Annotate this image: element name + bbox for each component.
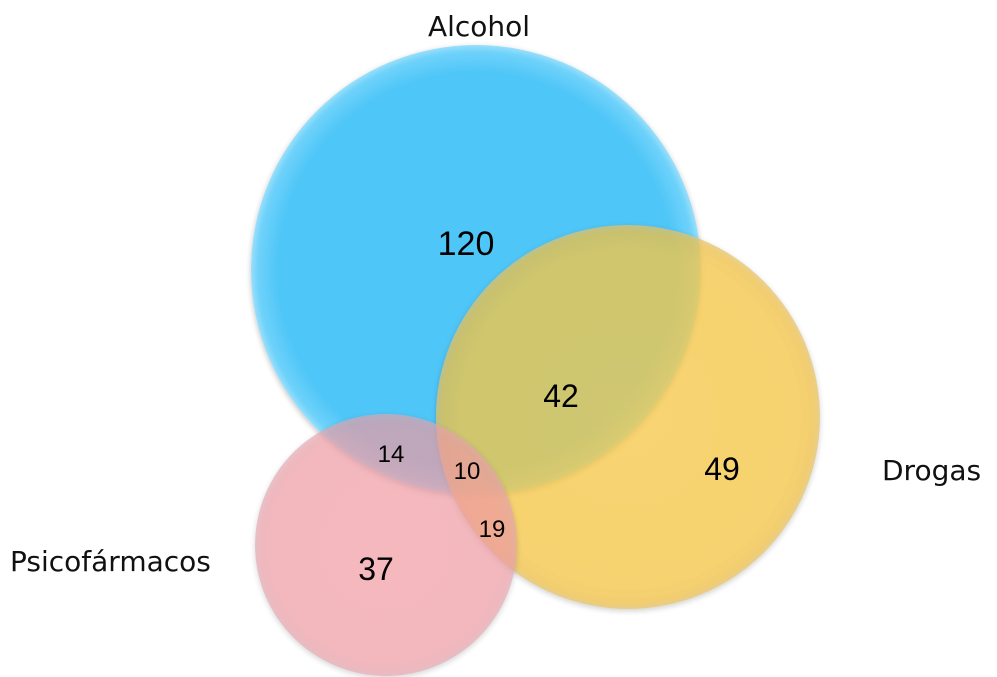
psicofarmacos-label: Psicofármacos [10, 545, 211, 578]
drogas-psicofarmacos-count: 19 [479, 516, 506, 543]
drogas-circle [436, 225, 820, 609]
alcohol-label: Alcohol [428, 10, 530, 43]
all-three-count: 10 [454, 458, 481, 485]
alcohol-psicofarmacos-count: 14 [378, 441, 405, 468]
psicofarmacos-only-count: 37 [358, 551, 394, 587]
alcohol-only-count: 120 [438, 225, 495, 263]
psicofarmacos-circle [255, 414, 517, 676]
drogas-only-count: 49 [704, 451, 740, 487]
alcohol-drogas-count: 42 [543, 378, 579, 414]
drogas-label: Drogas [882, 454, 981, 487]
